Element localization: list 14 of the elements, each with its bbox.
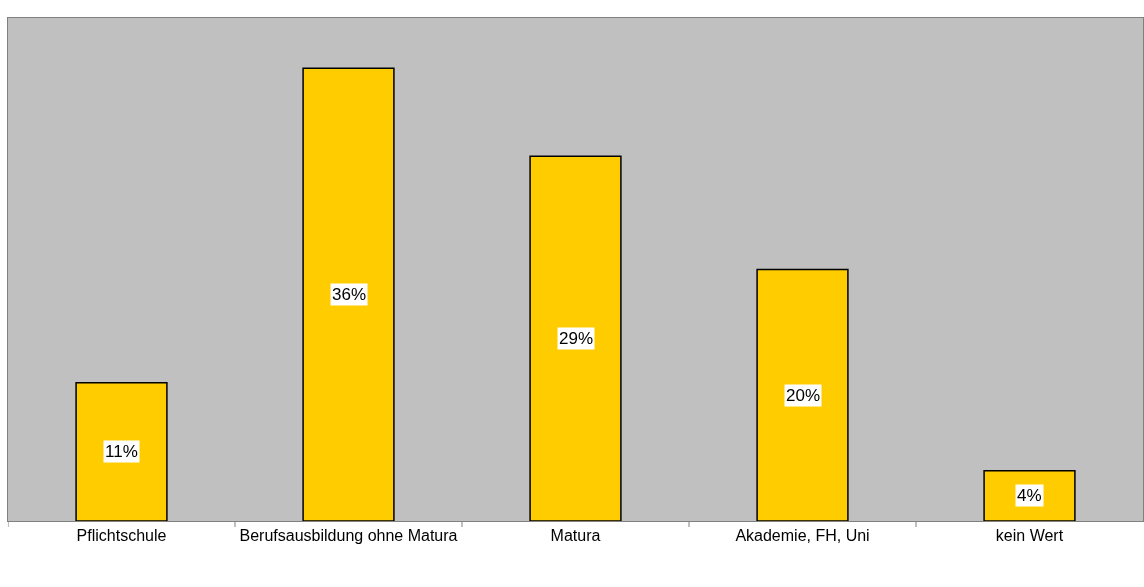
- x-tick-label: Matura: [550, 527, 601, 545]
- data-label: 20%: [786, 386, 821, 405]
- bar: [529, 155, 622, 521]
- data-label: 11%: [105, 442, 138, 461]
- bar: [756, 268, 849, 521]
- bar: [302, 67, 395, 521]
- x-tick-label: kein Wert: [995, 527, 1064, 545]
- x-tick-label: Pflichtschule: [76, 527, 167, 545]
- data-label: 29%: [559, 329, 594, 348]
- bar: [75, 381, 168, 521]
- data-label: 4%: [1017, 486, 1042, 505]
- data-label: 36%: [332, 285, 367, 304]
- x-tick-label: Akademie, FH, Uni: [735, 527, 870, 545]
- x-tick-label: Berufsausbildung ohne Matura: [239, 527, 458, 545]
